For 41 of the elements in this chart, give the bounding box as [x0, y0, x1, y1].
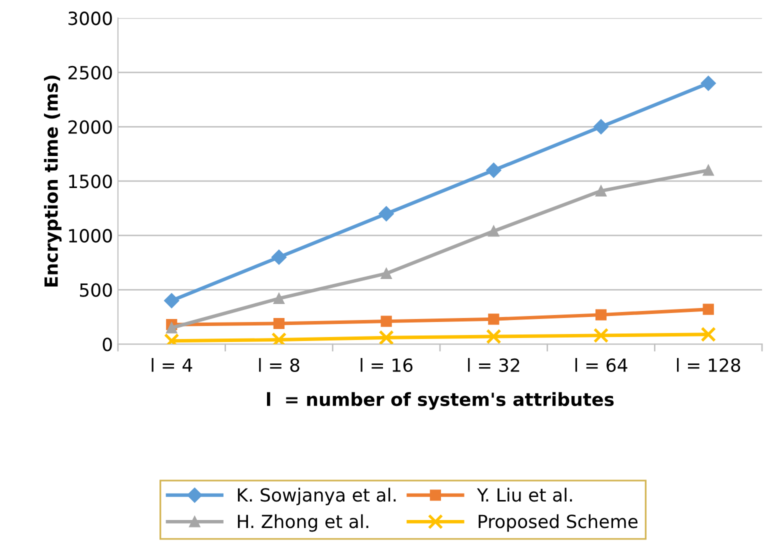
- legend-label: K. Sowjanya et al.: [238, 488, 396, 506]
- legend-label: H. Zhong et al.: [238, 514, 368, 532]
- y-tick-label: 1500: [69, 174, 112, 188]
- point: [595, 185, 607, 196]
- point: [700, 326, 716, 342]
- point: [488, 314, 500, 325]
- point: [486, 328, 502, 344]
- y-tick-label: 3000: [68, 12, 112, 26]
- y-tick-label: 500: [80, 283, 112, 297]
- point: [486, 162, 502, 178]
- x-tick-label: l = 128: [677, 358, 740, 372]
- x-tick-label: l = 4: [152, 358, 192, 372]
- y-tick-label: 0: [102, 338, 112, 352]
- y-tick-label: 2500: [68, 66, 112, 80]
- point: [378, 330, 394, 344]
- point: [702, 304, 714, 315]
- point: [595, 309, 607, 320]
- legend-label: Proposed Scheme: [478, 514, 638, 532]
- point: [380, 268, 392, 280]
- y-tick-label: 2000: [68, 120, 112, 134]
- point: [166, 322, 178, 334]
- point: [700, 76, 716, 91]
- point: [593, 119, 609, 134]
- point: [271, 332, 287, 344]
- x-axis-title: l = number of system's attributes: [266, 392, 614, 410]
- point: [273, 318, 285, 330]
- point: [164, 293, 180, 308]
- x-tick-label: l = 64: [575, 358, 628, 372]
- point: [593, 328, 609, 344]
- x-tick-label: l = 16: [360, 358, 412, 372]
- point: [273, 292, 285, 304]
- point: [702, 164, 714, 176]
- y-tick-label: 1000: [69, 228, 112, 243]
- x-tick-label: l = 8: [259, 358, 300, 372]
- point: [378, 206, 394, 222]
- point: [380, 316, 392, 327]
- legend-label: Y. Liu et al.: [476, 488, 572, 502]
- x-tick-label: l = 32: [468, 358, 520, 372]
- y-axis-title: Encryption time (ms): [44, 76, 62, 286]
- point: [488, 226, 500, 237]
- point: [271, 250, 287, 265]
